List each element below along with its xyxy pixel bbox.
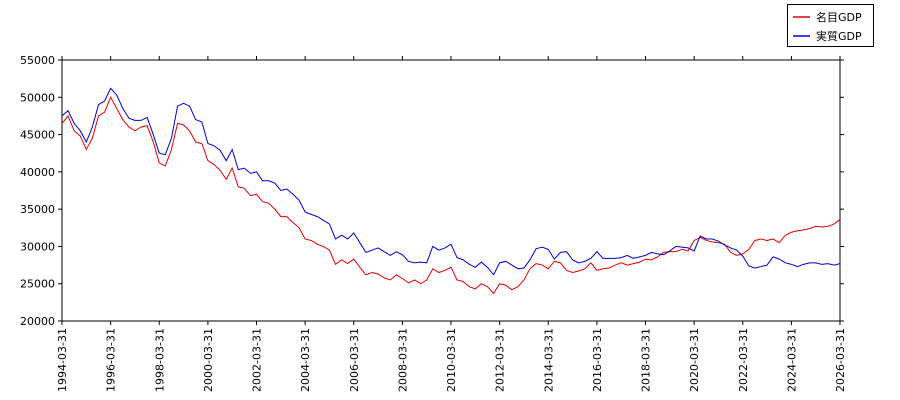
legend-label: 実質GDP	[816, 29, 862, 43]
x-tick-label: 2020-03-31	[688, 328, 701, 392]
x-tick-label: 2010-03-31	[445, 328, 458, 392]
x-tick-label: 1998-03-31	[153, 328, 166, 392]
series-line	[61, 87, 841, 276]
x-tick-label: 2002-03-31	[251, 328, 264, 392]
x-tick-label: 2016-03-31	[591, 328, 604, 392]
y-tick-label: 25000	[20, 278, 55, 291]
series-line	[61, 96, 841, 295]
x-tick-label: 1994-03-31	[56, 328, 69, 392]
y-tick-label: 55000	[20, 54, 55, 67]
x-tick-label: 2008-03-31	[396, 328, 409, 392]
y-tick-label: 35000	[20, 203, 55, 216]
x-tick-label: 2000-03-31	[202, 328, 215, 392]
y-tick-label: 40000	[20, 166, 55, 179]
x-tick-label: 2006-03-31	[348, 328, 361, 392]
x-tick-label: 2024-03-31	[785, 328, 798, 392]
x-tick-label: 2004-03-31	[299, 328, 312, 392]
x-tick-label: 1996-03-31	[105, 328, 118, 392]
y-tick-label: 20000	[20, 315, 55, 328]
x-tick-label: 2012-03-31	[494, 328, 507, 392]
y-tick-label: 30000	[20, 240, 55, 253]
legend-box	[787, 4, 874, 47]
x-tick-label: 2018-03-31	[640, 328, 653, 392]
x-tick-label: 2022-03-31	[737, 328, 750, 392]
legend-label: 名目GDP	[816, 10, 862, 24]
x-tick-label: 2026-03-31	[834, 328, 847, 392]
x-tick-label: 2014-03-31	[542, 328, 555, 392]
y-tick-label: 45000	[20, 129, 55, 142]
y-tick-label: 50000	[20, 91, 55, 104]
